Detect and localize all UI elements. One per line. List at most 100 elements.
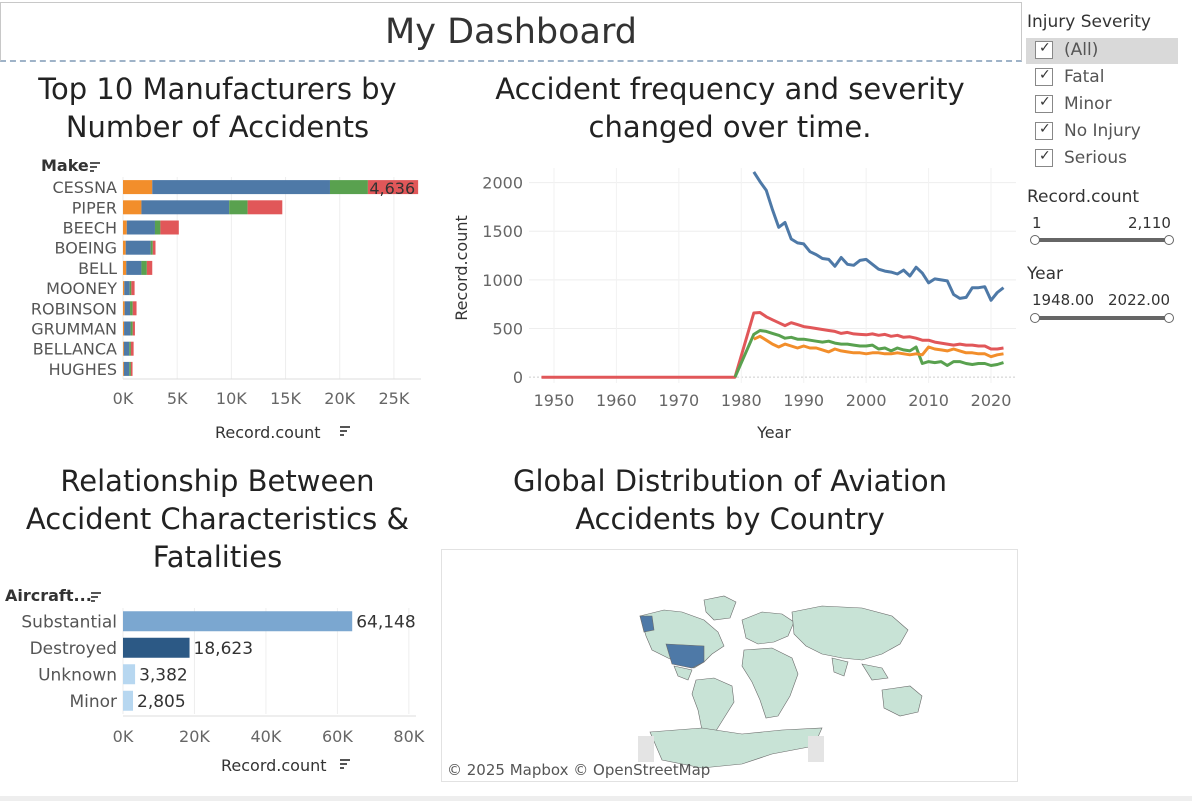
bar-segment[interactable]: [132, 321, 135, 336]
bar-segment[interactable]: [123, 361, 130, 376]
bar-segment[interactable]: [124, 281, 130, 296]
sort-icon[interactable]: [340, 426, 350, 436]
timeline-chart-title: Accident frequency and severity changed …: [495, 72, 965, 144]
world-map[interactable]: [441, 549, 1018, 782]
legend-item-serious[interactable]: Serious: [1026, 146, 1178, 172]
checkbox-icon[interactable]: [1035, 94, 1053, 113]
year-max-handle[interactable]: [1164, 313, 1174, 323]
category-label: Minor: [69, 692, 117, 712]
checkbox-icon[interactable]: [1035, 67, 1053, 86]
bar-segment[interactable]: [123, 341, 124, 356]
year-max: 2022.00: [1108, 291, 1171, 309]
sort-icon[interactable]: [90, 162, 100, 172]
map-credit: © 2025 Mapbox © OpenStreetMap: [447, 761, 711, 779]
legend-item-no-injury[interactable]: No Injury: [1026, 119, 1178, 145]
bar-segment[interactable]: [126, 220, 155, 235]
sort-icon[interactable]: [340, 759, 350, 769]
legend-item-all[interactable]: (All): [1026, 38, 1178, 64]
bar-segment[interactable]: [329, 180, 368, 195]
world-map-shapes[interactable]: [442, 550, 1017, 781]
bar-segment[interactable]: [146, 260, 153, 275]
record-count-max: 2,110: [1128, 214, 1171, 232]
y-tick-label: 0: [513, 368, 523, 387]
bar-segment[interactable]: [123, 260, 127, 275]
bar-segment[interactable]: [126, 260, 142, 275]
bar-segment[interactable]: [123, 180, 153, 195]
checkbox-icon[interactable]: [1035, 40, 1053, 59]
category-label: HUGHES: [49, 360, 117, 379]
category-label: PIPER: [72, 198, 117, 217]
record-count-max-handle[interactable]: [1164, 235, 1174, 245]
bar-segment[interactable]: [125, 240, 151, 255]
bar-segment[interactable]: [129, 361, 131, 376]
bar-segment[interactable]: [152, 240, 156, 255]
x-tick-label: 60K: [322, 727, 353, 746]
bar-segment[interactable]: [123, 341, 130, 356]
bar-segment[interactable]: [129, 281, 132, 296]
bar-segment[interactable]: [130, 321, 133, 336]
bar-segment[interactable]: [124, 321, 131, 336]
x-tick-label: 15K: [270, 389, 301, 408]
bar[interactable]: [123, 664, 136, 685]
timeline-chart[interactable]: 0 500 1000 1500 2000 1950 1960 1970 1980 1990 2000…: [440, 150, 1025, 450]
record-count-slider[interactable]: [1034, 238, 1170, 242]
x-tick-label: 80K: [393, 727, 424, 746]
category-label: Destroyed: [30, 639, 117, 659]
damage-chart[interactable]: Aircraft... Substantial Destroyed Unknown M…: [0, 580, 440, 780]
bar[interactable]: [123, 637, 190, 658]
category-label: BELL: [78, 259, 117, 278]
map-title: Global Distribution of Aviation Accident…: [513, 464, 947, 536]
bar-segment[interactable]: [141, 260, 147, 275]
checkbox-icon[interactable]: [1035, 148, 1053, 167]
bar[interactable]: [123, 611, 353, 632]
bar-segment[interactable]: [130, 301, 133, 316]
bar-segment[interactable]: [130, 361, 133, 376]
data-label: 3,382: [139, 665, 188, 685]
bar-segment[interactable]: [247, 200, 283, 215]
bar-segment[interactable]: [124, 301, 131, 316]
legend-item-minor[interactable]: Minor: [1026, 92, 1178, 118]
bar-segment[interactable]: [160, 220, 179, 235]
x-tick-label: 2000: [846, 391, 887, 410]
checkbox-icon[interactable]: [1035, 121, 1053, 140]
record-count-min-handle[interactable]: [1030, 235, 1040, 245]
year-filter-title: Year: [1027, 264, 1063, 284]
year-min-handle[interactable]: [1030, 313, 1040, 323]
bar-segment[interactable]: [132, 301, 137, 316]
year-slider[interactable]: [1034, 316, 1170, 320]
usa-region[interactable]: [665, 643, 705, 669]
bar-segment[interactable]: [123, 301, 125, 316]
bar-segment[interactable]: [141, 200, 230, 215]
series-line[interactable]: [753, 334, 1004, 359]
series-line[interactable]: [541, 311, 1004, 379]
bar-segment[interactable]: [129, 341, 131, 356]
category-label: Unknown: [38, 665, 117, 685]
alaska-region[interactable]: [639, 615, 655, 633]
x-tick-label: 1970: [658, 391, 699, 410]
legend-item-fatal[interactable]: Fatal: [1026, 65, 1178, 91]
bar-segment[interactable]: [152, 180, 330, 195]
bar-segment[interactable]: [123, 240, 126, 255]
series-line[interactable]: [752, 171, 1005, 302]
bar-segment[interactable]: [154, 220, 161, 235]
bar-segment[interactable]: [131, 281, 135, 296]
category-label: Substantial: [21, 612, 117, 632]
x-tick-label: 1980: [721, 391, 762, 410]
bar-segment[interactable]: [123, 321, 125, 336]
bar-segment[interactable]: [130, 341, 134, 356]
series-line[interactable]: [733, 329, 1004, 378]
bar-segment[interactable]: [367, 180, 419, 195]
bar[interactable]: [123, 690, 134, 711]
bar-segment[interactable]: [123, 200, 142, 215]
bar-segment[interactable]: [229, 200, 248, 215]
bar-segment[interactable]: [123, 220, 127, 235]
manufacturers-chart-title: Top 10 Manufacturers by Number of Accide…: [38, 72, 397, 144]
sort-icon[interactable]: [91, 592, 101, 602]
bar-segment[interactable]: [150, 240, 153, 255]
damage-x-axis-title: Record.count: [221, 756, 327, 775]
bar-segment[interactable]: [123, 361, 124, 376]
record-count-min: 1: [1032, 214, 1042, 232]
x-tick-label: 1960: [596, 391, 637, 410]
bar-segment[interactable]: [123, 281, 125, 296]
